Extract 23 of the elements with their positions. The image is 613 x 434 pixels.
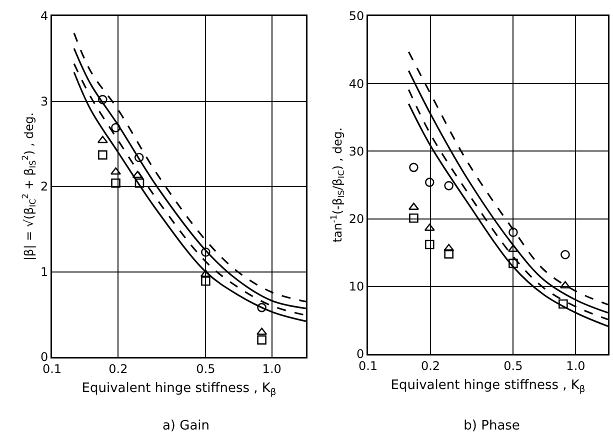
y-tick-label: 20 bbox=[348, 212, 364, 226]
text: b) Phase bbox=[464, 418, 520, 434]
y-tick-label: 3 bbox=[40, 94, 48, 108]
y-tick-label: 1 bbox=[40, 264, 48, 279]
text: a) Gain bbox=[162, 418, 210, 434]
y-tick-label: 30 bbox=[348, 144, 364, 158]
x-tick-label: 0.2 bbox=[420, 358, 440, 373]
x-axis-title: Equivalent hinge stiffness , K$_{β}$ bbox=[82, 381, 276, 398]
y-tick-label: 4 bbox=[40, 9, 48, 24]
y-tick-label: 2 bbox=[40, 180, 48, 194]
y-tick-label: 0 bbox=[40, 350, 48, 364]
x-tick-label: 0.2 bbox=[108, 362, 128, 376]
x-tick-label: 1.0 bbox=[262, 362, 282, 376]
y-tick-label: 40 bbox=[348, 76, 364, 91]
x-tick-label: 0.5 bbox=[196, 362, 216, 376]
x-tick-label: 0.1 bbox=[358, 358, 378, 373]
y-tick-label: 10 bbox=[348, 280, 364, 294]
x-axis-title: Equivalent hinge stiffness , K$_{β}$ bbox=[390, 378, 586, 395]
y-tick-label: 0 bbox=[356, 347, 364, 362]
x-tick-label: 1.0 bbox=[566, 358, 586, 373]
x-tick-label: 0.5 bbox=[504, 358, 523, 373]
y-tick-label: 50 bbox=[348, 9, 364, 24]
x-tick-label: 0.1 bbox=[42, 362, 62, 376]
